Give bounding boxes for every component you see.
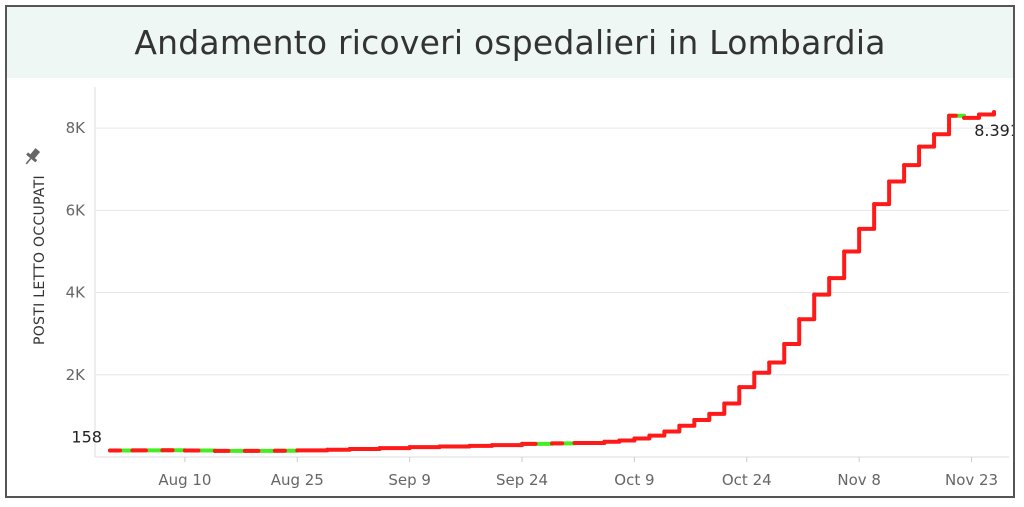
series-point (467, 444, 472, 448)
series-line-segment (797, 292, 817, 322)
series-line-segment (437, 443, 472, 449)
series-point (243, 449, 247, 453)
series-line-segment (782, 317, 802, 346)
series-line-segment (962, 112, 982, 120)
y-tick-label: 2K (66, 366, 87, 384)
series-point (752, 371, 756, 375)
series-point (490, 443, 494, 447)
y-tick-label: 8K (66, 119, 87, 137)
series-point (842, 249, 846, 254)
x-tick-label: Nov 8 (837, 471, 881, 489)
series-point (917, 145, 921, 149)
series-line-segment (827, 249, 847, 281)
series-point (722, 401, 726, 406)
series-point (902, 163, 906, 167)
series-point (992, 110, 996, 114)
series-line-segment (872, 179, 892, 207)
series-point (295, 448, 299, 453)
series-point (782, 342, 786, 346)
series-line-segment (692, 411, 712, 422)
series-line-segment (917, 132, 937, 149)
y-tick-label: 4K (66, 284, 87, 302)
series-point (602, 440, 607, 444)
series-line-segment (842, 226, 862, 254)
series-line-segment (490, 441, 525, 448)
series-point (160, 448, 165, 452)
x-tick-label: Oct 24 (722, 471, 772, 489)
series-point (408, 445, 412, 449)
series-line-segment (602, 438, 622, 444)
chart-title: Andamento ricoveri ospedalieri in Lombar… (134, 23, 886, 62)
series-point (677, 424, 681, 428)
series-line-segment (932, 113, 952, 137)
series-line-segment (707, 401, 727, 416)
y-axis-label: POSTI LETTO OCCUPATI (32, 175, 48, 345)
series-point (887, 179, 891, 184)
series-point (130, 448, 135, 453)
x-tick-label: Sep 9 (388, 471, 431, 489)
series-line-segment (857, 202, 877, 231)
series-line-segment (347, 446, 382, 451)
x-tick-label: Aug 10 (158, 471, 211, 489)
series-point (647, 434, 651, 438)
series-point (737, 385, 741, 389)
x-tick-label: Sep 24 (496, 471, 548, 489)
series-line-segment (377, 445, 412, 451)
series-line-segment (632, 433, 652, 441)
series-point (550, 441, 554, 446)
series-line-segment (977, 110, 997, 117)
x-tick-label: Nov 23 (945, 471, 998, 489)
series-point (273, 449, 277, 453)
series-point (692, 418, 696, 422)
line-chart[interactable]: 2K 4K 6K 8K Aug 10 Aug 25 Sep 9 Sep 24 Oct 9 Oct … (7, 7, 1013, 496)
series-point (213, 449, 217, 453)
series-point (108, 448, 112, 453)
series-line-segment (767, 341, 787, 365)
series-point (767, 360, 771, 365)
series-line-segment (662, 423, 682, 434)
pin-icon[interactable] (21, 146, 43, 168)
series-line-segment (572, 439, 607, 446)
series-point (520, 442, 524, 446)
series-line-segment (737, 370, 757, 390)
series-line-segment (902, 144, 922, 168)
series-line-segment (677, 418, 697, 428)
title-bar: Andamento ricoveri ospedalieri in Lombar… (7, 7, 1013, 78)
end-value-label: 8.391 (974, 121, 1013, 140)
series-point (183, 448, 187, 453)
series-point (947, 114, 951, 118)
series-line-segment (325, 446, 352, 452)
series-point (662, 429, 666, 434)
series-line-segment (617, 436, 637, 443)
y-tick-label: 6K (66, 201, 87, 219)
series-point (977, 112, 981, 117)
series-point (797, 317, 801, 321)
start-value-label: 158 (71, 428, 102, 447)
series-point (325, 448, 329, 452)
series-point (707, 412, 711, 416)
series-line-segment (722, 385, 742, 406)
series-point (857, 227, 861, 231)
series-point (932, 132, 936, 136)
series-point (572, 441, 577, 445)
series-line-segment (467, 443, 495, 448)
series-line-segment (752, 360, 772, 375)
chart-frame: Andamento ricoveri ospedalieri in Lombar… (5, 5, 1015, 498)
series-point (962, 116, 966, 120)
series-point (438, 444, 442, 449)
series-line-segment (647, 429, 667, 438)
series-point (348, 447, 352, 451)
series-point (812, 293, 816, 297)
series-line-segment (295, 447, 330, 453)
series-line-segment (407, 444, 442, 450)
x-tick-label: Oct 9 (614, 471, 654, 489)
x-tick-label: Aug 25 (271, 471, 324, 489)
series-point (827, 276, 831, 280)
series-line-segment (887, 163, 907, 184)
series-point (632, 436, 637, 441)
series-point (872, 202, 876, 206)
series-point (617, 438, 622, 443)
series-line-segment (812, 276, 832, 297)
series-point (378, 446, 382, 450)
